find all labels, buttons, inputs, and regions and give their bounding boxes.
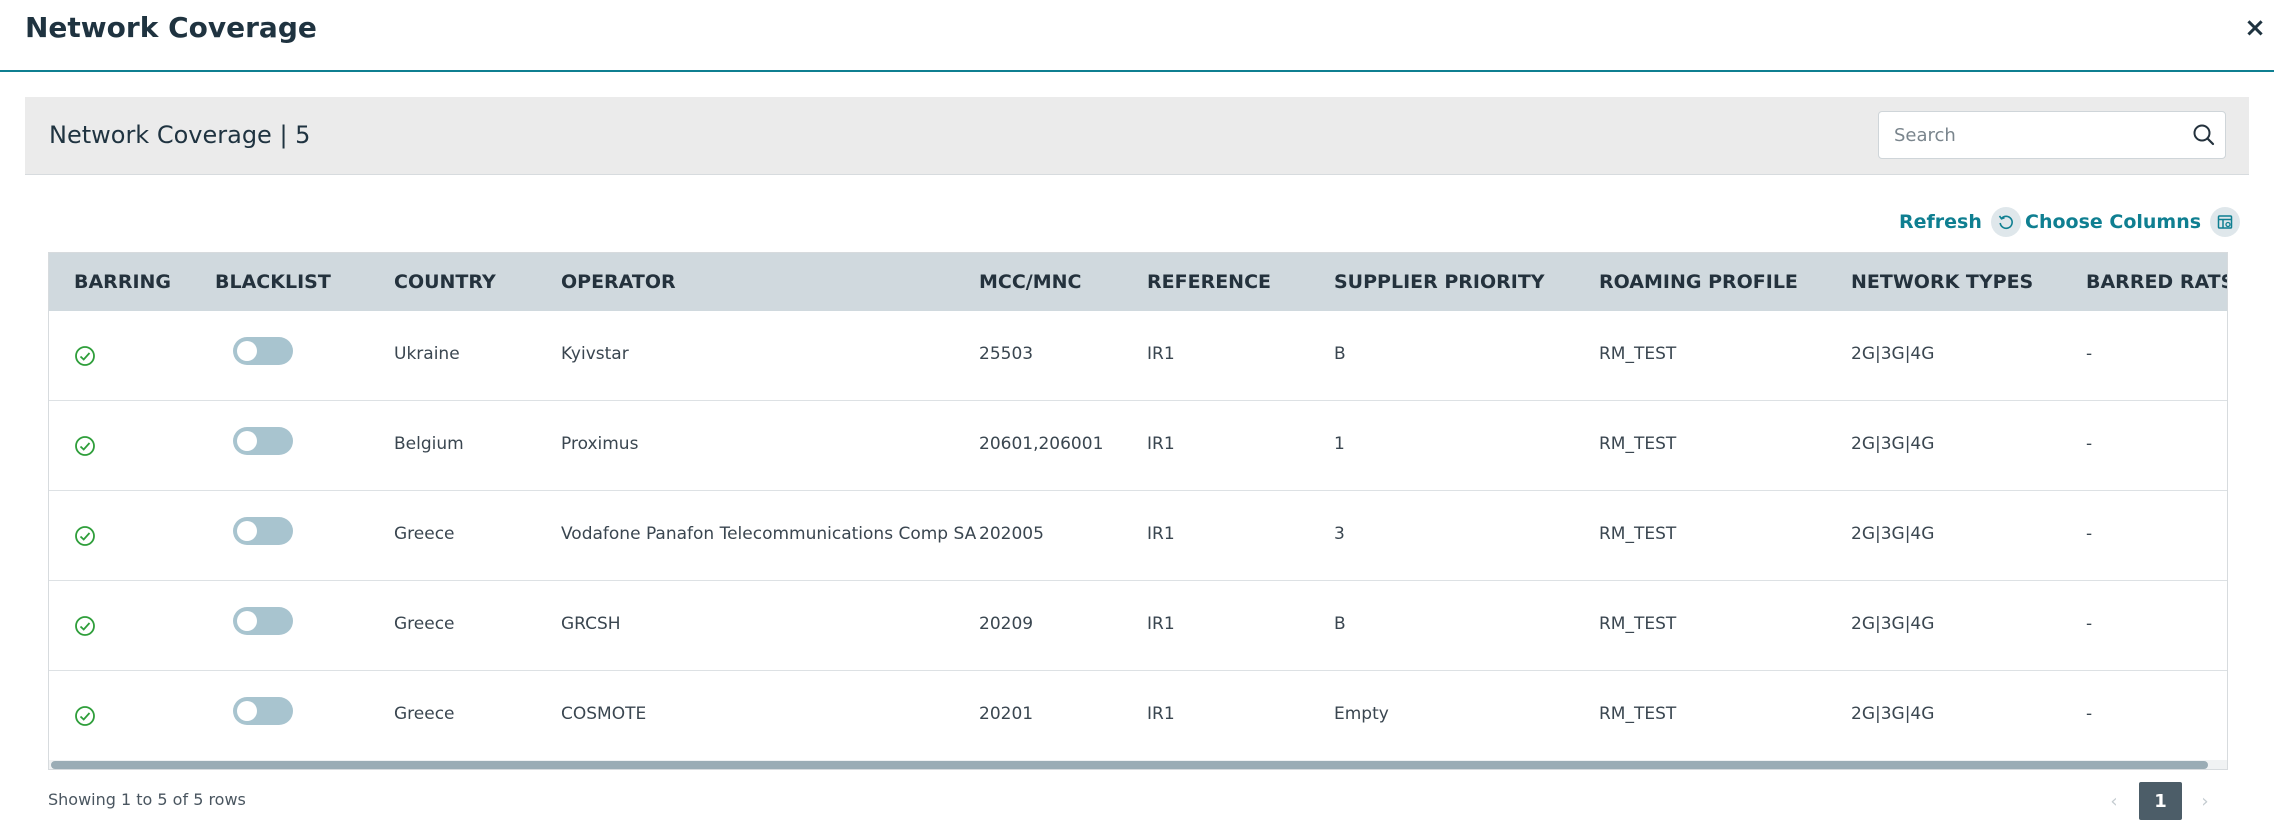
cell-supplier-priority: B	[1334, 344, 1346, 364]
check-circle-icon	[74, 435, 96, 457]
choose-columns-button[interactable]: Choose Columns	[2025, 207, 2241, 237]
cell-country: Greece	[394, 524, 455, 544]
blacklist-toggle[interactable]	[233, 607, 293, 635]
column-header-mcc-mnc[interactable]: MCC/MNC	[979, 271, 1082, 293]
table-row: Ukraine Kyivstar 25503 IR1 B RM_TEST 2G|…	[49, 311, 2227, 401]
toggle-knob	[237, 521, 257, 541]
cell-network-types: 2G|3G|4G	[1851, 614, 1935, 634]
toggle-knob	[237, 341, 257, 361]
cell-barred-rats: -	[2086, 524, 2093, 544]
cell-reference: IR1	[1147, 704, 1175, 724]
cell-reference: IR1	[1147, 524, 1175, 544]
cell-network-types: 2G|3G|4G	[1851, 524, 1935, 544]
cell-operator: Proximus	[561, 434, 639, 454]
close-button[interactable]: ×	[2244, 13, 2266, 43]
cell-network-types: 2G|3G|4G	[1851, 704, 1935, 724]
column-header-barred-rats[interactable]: BARRED RATS	[2086, 271, 2228, 293]
cell-operator: Kyivstar	[561, 344, 629, 364]
check-circle-icon	[74, 525, 96, 547]
cell-reference: IR1	[1147, 434, 1175, 454]
cell-network-types: 2G|3G|4G	[1851, 434, 1935, 454]
search-icon[interactable]	[2191, 122, 2217, 148]
modal-title: Network Coverage	[25, 11, 317, 44]
cell-mcc-mnc: 20601,206001	[979, 434, 1104, 454]
refresh-button[interactable]: Refresh	[1899, 207, 2021, 237]
column-header-barring[interactable]: BARRING	[74, 271, 172, 293]
cell-barred-rats: -	[2086, 344, 2093, 364]
pagination-summary: Showing 1 to 5 of 5 rows	[48, 790, 246, 809]
cell-country: Ukraine	[394, 344, 460, 364]
cell-reference: IR1	[1147, 614, 1175, 634]
cell-roaming-profile: RM_TEST	[1599, 704, 1677, 724]
search-box	[1878, 111, 2226, 159]
table-header: BARRING BLACKLIST COUNTRY OPERATOR MCC/M…	[49, 253, 2228, 311]
previous-page-button[interactable]: ‹	[2110, 790, 2118, 812]
cell-operator: Vodafone Panafon Telecommunications Comp…	[561, 524, 977, 544]
cell-supplier-priority: 3	[1334, 524, 1345, 544]
cell-mcc-mnc: 202005	[979, 524, 1044, 544]
page-1-button[interactable]: 1	[2139, 782, 2182, 820]
cell-mcc-mnc: 20209	[979, 614, 1034, 634]
cell-operator: COSMOTE	[561, 704, 647, 724]
cell-country: Greece	[394, 614, 455, 634]
cell-roaming-profile: RM_TEST	[1599, 434, 1677, 454]
toggle-knob	[237, 431, 257, 451]
cell-supplier-priority: B	[1334, 614, 1346, 634]
cell-supplier-priority: 1	[1334, 434, 1345, 454]
cell-mcc-mnc: 20201	[979, 704, 1034, 724]
horizontal-scrollbar[interactable]	[49, 760, 2227, 769]
cell-barred-rats: -	[2086, 434, 2093, 454]
search-input[interactable]	[1879, 112, 2179, 158]
cell-reference: IR1	[1147, 344, 1175, 364]
cell-barred-rats: -	[2086, 614, 2093, 634]
check-circle-icon	[74, 615, 96, 637]
modal-header: Network Coverage ×	[0, 0, 2274, 72]
table-row: Greece GRCSH 20209 IR1 B RM_TEST 2G|3G|4…	[49, 581, 2227, 671]
network-coverage-table: BARRING BLACKLIST COUNTRY OPERATOR MCC/M…	[48, 252, 2228, 770]
cell-country: Belgium	[394, 434, 464, 454]
cell-country: Greece	[394, 704, 455, 724]
blacklist-toggle[interactable]	[233, 337, 293, 365]
column-header-roaming-profile[interactable]: ROAMING PROFILE	[1599, 271, 1798, 293]
cell-roaming-profile: RM_TEST	[1599, 344, 1677, 364]
panel-header: Network Coverage | 5	[25, 97, 2249, 175]
cell-barred-rats: -	[2086, 704, 2093, 724]
column-header-reference[interactable]: REFERENCE	[1147, 271, 1272, 293]
blacklist-toggle[interactable]	[233, 517, 293, 545]
table-row: Belgium Proximus 20601,206001 IR1 1 RM_T…	[49, 401, 2227, 491]
cell-roaming-profile: RM_TEST	[1599, 524, 1677, 544]
column-header-supplier-priority[interactable]: SUPPLIER PRIORITY	[1334, 271, 1545, 293]
column-header-blacklist[interactable]: BLACKLIST	[215, 271, 331, 293]
refresh-label: Refresh	[1899, 211, 1982, 233]
blacklist-toggle[interactable]	[233, 697, 293, 725]
column-header-operator[interactable]: OPERATOR	[561, 271, 676, 293]
table-row: Greece Vodafone Panafon Telecommunicatio…	[49, 491, 2227, 581]
table-row: Greece COSMOTE 20201 IR1 Empty RM_TEST 2…	[49, 671, 2227, 761]
toggle-knob	[237, 611, 257, 631]
toggle-knob	[237, 701, 257, 721]
choose-columns-label: Choose Columns	[2025, 211, 2202, 233]
check-circle-icon	[74, 345, 96, 367]
column-header-network-types[interactable]: NETWORK TYPES	[1851, 271, 2034, 293]
cell-roaming-profile: RM_TEST	[1599, 614, 1677, 634]
refresh-icon	[1990, 207, 2021, 237]
columns-icon	[2210, 207, 2241, 237]
panel-title: Network Coverage | 5	[49, 121, 311, 149]
blacklist-toggle[interactable]	[233, 427, 293, 455]
cell-supplier-priority: Empty	[1334, 704, 1389, 724]
cell-mcc-mnc: 25503	[979, 344, 1034, 364]
cell-operator: GRCSH	[561, 614, 621, 634]
cell-network-types: 2G|3G|4G	[1851, 344, 1935, 364]
next-page-button[interactable]: ›	[2201, 790, 2209, 812]
check-circle-icon	[74, 705, 96, 727]
column-header-country[interactable]: COUNTRY	[394, 271, 496, 293]
scrollbar-thumb[interactable]	[51, 761, 2208, 769]
